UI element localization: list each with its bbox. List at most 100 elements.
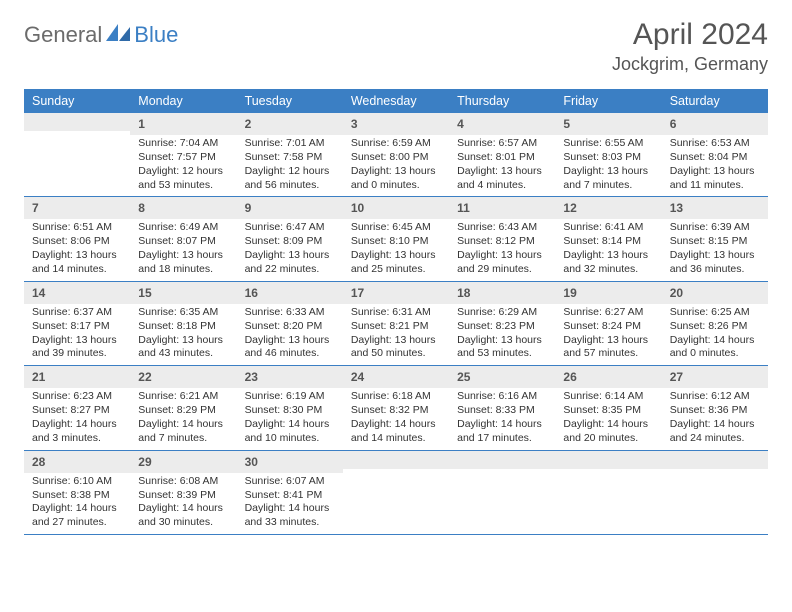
sunset-line: Sunset: 8:10 PM — [351, 235, 441, 249]
day-number: 14 — [32, 286, 45, 300]
day-number-row: 17 — [343, 282, 449, 304]
sunrise-line: Sunrise: 6:55 AM — [563, 137, 653, 151]
daylight-line-1: Daylight: 14 hours — [563, 418, 653, 432]
day-number: 23 — [245, 370, 258, 384]
sunrise-line: Sunrise: 6:45 AM — [351, 221, 441, 235]
daylight-line-1: Daylight: 14 hours — [138, 502, 228, 516]
sunset-line: Sunset: 8:09 PM — [245, 235, 335, 249]
daylight-line-1: Daylight: 13 hours — [563, 165, 653, 179]
day-number: 11 — [457, 201, 470, 215]
daylight-line-1: Daylight: 12 hours — [138, 165, 228, 179]
daylight-line-1: Daylight: 13 hours — [563, 249, 653, 263]
sunrise-line: Sunrise: 6:33 AM — [245, 306, 335, 320]
day-body: Sunrise: 6:14 AMSunset: 8:35 PMDaylight:… — [555, 388, 661, 449]
daylight-line-1: Daylight: 12 hours — [245, 165, 335, 179]
daylight-line-1: Daylight: 14 hours — [351, 418, 441, 432]
daylight-line-2: and 43 minutes. — [138, 347, 228, 361]
daylight-line-1: Daylight: 14 hours — [670, 334, 760, 348]
sunset-line: Sunset: 8:36 PM — [670, 404, 760, 418]
day-number: 21 — [32, 370, 45, 384]
weekday-header: Friday — [555, 89, 661, 113]
day-number-row: 5 — [555, 113, 661, 135]
daylight-line-1: Daylight: 14 hours — [32, 502, 122, 516]
calendar-day: 8Sunrise: 6:49 AMSunset: 8:07 PMDaylight… — [130, 197, 236, 280]
calendar-day: 22Sunrise: 6:21 AMSunset: 8:29 PMDayligh… — [130, 366, 236, 449]
day-number: 26 — [563, 370, 576, 384]
sunrise-line: Sunrise: 6:12 AM — [670, 390, 760, 404]
calendar: SundayMondayTuesdayWednesdayThursdayFrid… — [24, 89, 768, 535]
sunrise-line: Sunrise: 6:37 AM — [32, 306, 122, 320]
sunrise-line: Sunrise: 6:16 AM — [457, 390, 547, 404]
daylight-line-1: Daylight: 14 hours — [457, 418, 547, 432]
day-body — [555, 469, 661, 525]
day-number: 17 — [351, 286, 364, 300]
sunset-line: Sunset: 7:58 PM — [245, 151, 335, 165]
day-body: Sunrise: 6:37 AMSunset: 8:17 PMDaylight:… — [24, 304, 130, 365]
calendar-day: 23Sunrise: 6:19 AMSunset: 8:30 PMDayligh… — [237, 366, 343, 449]
day-number-row — [343, 451, 449, 469]
calendar-day-empty — [449, 451, 555, 534]
calendar-day: 5Sunrise: 6:55 AMSunset: 8:03 PMDaylight… — [555, 113, 661, 196]
calendar-day-empty — [662, 451, 768, 534]
weekday-header: Thursday — [449, 89, 555, 113]
daylight-line-2: and 53 minutes. — [457, 347, 547, 361]
calendar-day: 12Sunrise: 6:41 AMSunset: 8:14 PMDayligh… — [555, 197, 661, 280]
sunset-line: Sunset: 8:30 PM — [245, 404, 335, 418]
weekday-header: Sunday — [24, 89, 130, 113]
day-number: 22 — [138, 370, 151, 384]
day-number: 10 — [351, 201, 364, 215]
daylight-line-1: Daylight: 13 hours — [563, 334, 653, 348]
day-number: 27 — [670, 370, 683, 384]
brand-sail-icon — [106, 24, 132, 47]
sunrise-line: Sunrise: 6:18 AM — [351, 390, 441, 404]
sunrise-line: Sunrise: 6:49 AM — [138, 221, 228, 235]
calendar-week: 28Sunrise: 6:10 AMSunset: 8:38 PMDayligh… — [24, 451, 768, 535]
day-body: Sunrise: 6:41 AMSunset: 8:14 PMDaylight:… — [555, 219, 661, 280]
sunset-line: Sunset: 8:00 PM — [351, 151, 441, 165]
daylight-line-1: Daylight: 13 hours — [670, 249, 760, 263]
sunrise-line: Sunrise: 6:35 AM — [138, 306, 228, 320]
sunset-line: Sunset: 8:41 PM — [245, 489, 335, 503]
day-number-row: 3 — [343, 113, 449, 135]
sunrise-line: Sunrise: 6:51 AM — [32, 221, 122, 235]
calendar-body: 1Sunrise: 7:04 AMSunset: 7:57 PMDaylight… — [24, 113, 768, 535]
sunrise-line: Sunrise: 6:43 AM — [457, 221, 547, 235]
daylight-line-1: Daylight: 13 hours — [670, 165, 760, 179]
day-number-row: 9 — [237, 197, 343, 219]
day-body — [662, 469, 768, 525]
day-number-row — [449, 451, 555, 469]
daylight-line-2: and 3 minutes. — [32, 432, 122, 446]
daylight-line-2: and 20 minutes. — [563, 432, 653, 446]
daylight-line-1: Daylight: 14 hours — [32, 418, 122, 432]
daylight-line-1: Daylight: 14 hours — [138, 418, 228, 432]
day-body: Sunrise: 6:25 AMSunset: 8:26 PMDaylight:… — [662, 304, 768, 365]
day-body: Sunrise: 6:53 AMSunset: 8:04 PMDaylight:… — [662, 135, 768, 196]
day-number-row: 29 — [130, 451, 236, 473]
day-body: Sunrise: 6:49 AMSunset: 8:07 PMDaylight:… — [130, 219, 236, 280]
sunset-line: Sunset: 8:21 PM — [351, 320, 441, 334]
sunrise-line: Sunrise: 6:53 AM — [670, 137, 760, 151]
day-body: Sunrise: 6:18 AMSunset: 8:32 PMDaylight:… — [343, 388, 449, 449]
sunrise-line: Sunrise: 6:19 AM — [245, 390, 335, 404]
daylight-line-2: and 57 minutes. — [563, 347, 653, 361]
calendar-day-empty — [555, 451, 661, 534]
calendar-week: 21 Sunrise: 6:23 AMSunset: 8:27 PMDayligh… — [24, 366, 768, 450]
day-number-row: 8 — [130, 197, 236, 219]
sunrise-line: Sunrise: 6:27 AM — [563, 306, 653, 320]
sunset-line: Sunset: 8:04 PM — [670, 151, 760, 165]
daylight-line-2: and 7 minutes. — [138, 432, 228, 446]
daylight-line-2: and 39 minutes. — [32, 347, 122, 361]
day-body: Sunrise: 6:23 AMSunset: 8:27 PMDaylight:… — [24, 388, 130, 449]
daylight-line-2: and 11 minutes. — [670, 179, 760, 193]
day-number-row: 21 — [24, 366, 130, 388]
day-number-row: 25 — [449, 366, 555, 388]
calendar-day: 9Sunrise: 6:47 AMSunset: 8:09 PMDaylight… — [237, 197, 343, 280]
day-body: Sunrise: 6:59 AMSunset: 8:00 PMDaylight:… — [343, 135, 449, 196]
daylight-line-2: and 7 minutes. — [563, 179, 653, 193]
day-number-row: 7 — [24, 197, 130, 219]
calendar-day: 27Sunrise: 6:12 AMSunset: 8:36 PMDayligh… — [662, 366, 768, 449]
calendar-day-empty — [343, 451, 449, 534]
day-number-row: 1 — [130, 113, 236, 135]
daylight-line-2: and 53 minutes. — [138, 179, 228, 193]
sunrise-line: Sunrise: 6:59 AM — [351, 137, 441, 151]
